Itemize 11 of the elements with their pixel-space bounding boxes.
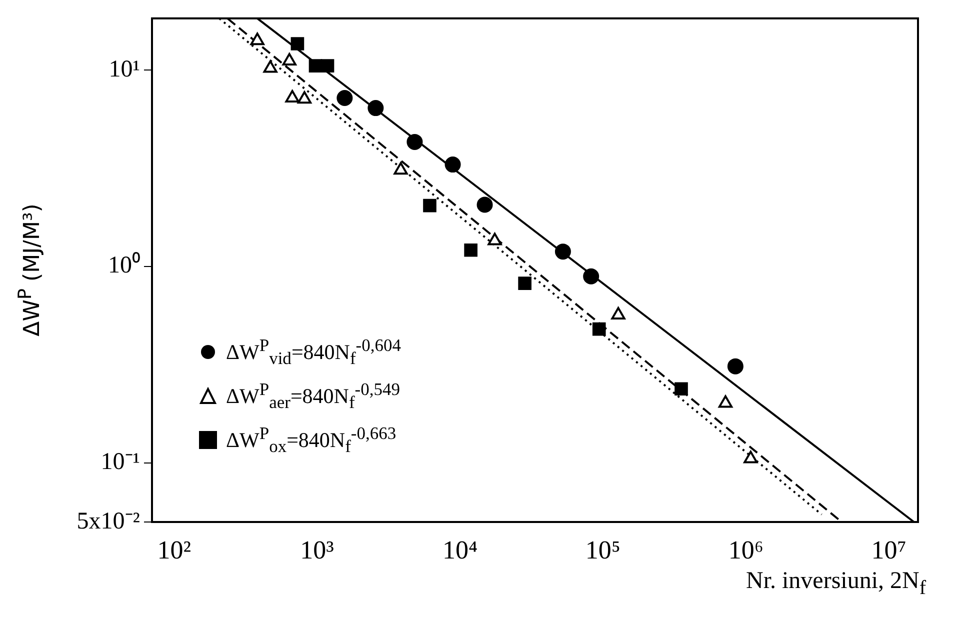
x-tick-label: 10² bbox=[157, 535, 192, 564]
x-tick-label: 10⁷ bbox=[871, 535, 906, 564]
x-tick-label: 10⁵ bbox=[585, 535, 620, 564]
y-tick-label: 5x10⁻² bbox=[76, 508, 140, 534]
y-tick-label: 10¹ bbox=[108, 56, 140, 82]
y-tick-label: 10⁻¹ bbox=[100, 449, 140, 476]
x-axis-title: Nr. inversiuni, 2N$_{f}$ bbox=[746, 568, 926, 600]
y-tick-label: 10⁰ bbox=[108, 252, 140, 279]
x-tick-label: 10³ bbox=[300, 535, 334, 564]
x-tick-label: 10⁶ bbox=[728, 535, 764, 564]
x-tick-label: 10⁴ bbox=[442, 535, 478, 564]
